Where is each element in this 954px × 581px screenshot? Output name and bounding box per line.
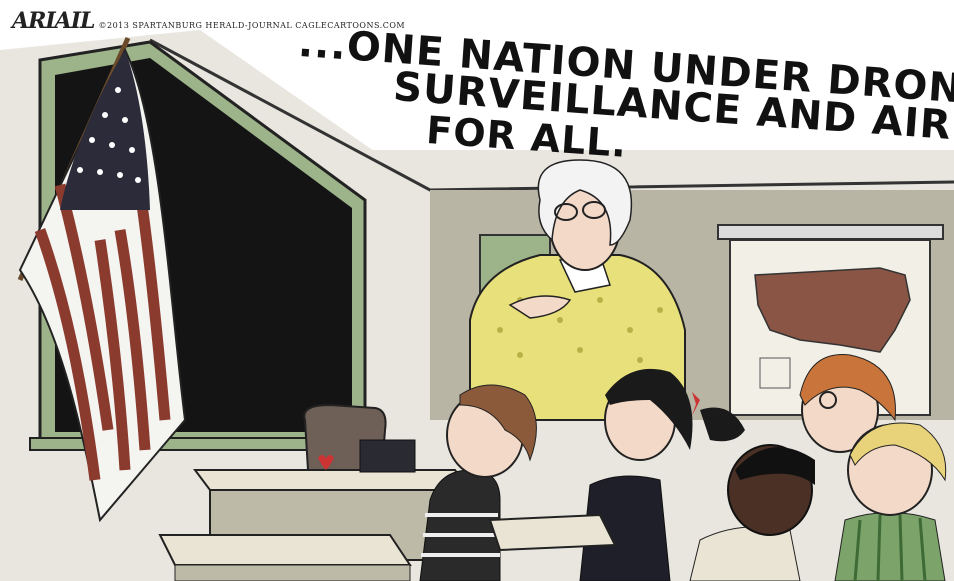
credit-line: ©2013 SPARTANBURG HERALD-JOURNAL CAGLECA… xyxy=(98,21,406,30)
heart-apple xyxy=(318,455,334,470)
teacher-desk-top xyxy=(193,469,472,491)
map-inset-alaska xyxy=(759,357,791,389)
girl-pigtails xyxy=(579,368,745,581)
teacher-glasses-left xyxy=(554,203,578,221)
us-map-shape xyxy=(754,267,911,353)
boy-brown-hair xyxy=(419,384,537,581)
boy-blond xyxy=(834,422,947,581)
boy3-shirt xyxy=(834,512,946,581)
map-roller xyxy=(717,224,944,240)
boy-hair xyxy=(459,384,537,462)
girl-curly-hair xyxy=(799,354,896,453)
student-desk-left xyxy=(158,534,412,566)
teacher-hair xyxy=(537,159,633,246)
girl-dress xyxy=(579,475,671,581)
teacher-glasses-right xyxy=(582,201,606,219)
desk-box xyxy=(359,439,416,473)
girl-hair xyxy=(605,368,693,450)
girl-pigtail xyxy=(700,407,745,442)
boy2-hair xyxy=(735,447,815,485)
american-flag xyxy=(18,47,187,523)
artist-signature: ARIAIL ©2013 SPARTANBURG HERALD-JOURNAL C… xyxy=(12,8,405,34)
artist-name: ARIAIL xyxy=(12,8,95,34)
girl-bow xyxy=(692,392,700,416)
teacher-hand xyxy=(508,295,572,319)
student-desk-middle xyxy=(488,513,617,552)
boy3-hair xyxy=(849,422,947,482)
student-desk-left-front xyxy=(174,564,411,581)
girl2-hair xyxy=(799,354,896,422)
boy-dark-skin xyxy=(689,444,815,581)
